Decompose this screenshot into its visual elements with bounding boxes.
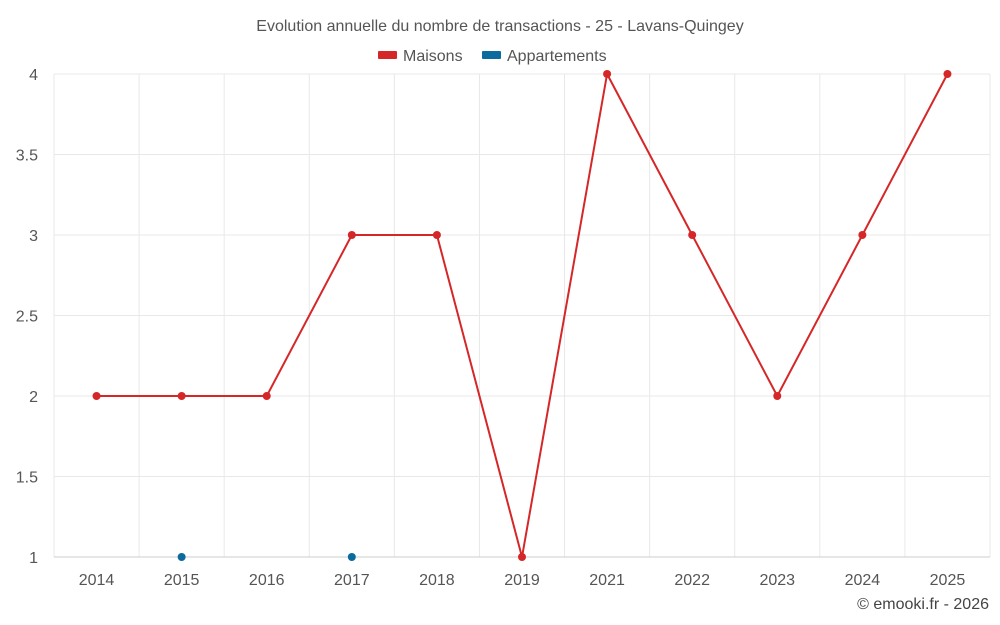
series-maisons xyxy=(92,70,952,561)
data-point[interactable] xyxy=(92,392,101,400)
x-tick-label: 2014 xyxy=(79,572,115,589)
x-tick-label: 2021 xyxy=(589,572,625,589)
legend-label-maisons: Maisons xyxy=(403,48,463,65)
x-tick-label: 2015 xyxy=(164,572,200,589)
data-point[interactable] xyxy=(603,70,612,78)
data-point[interactable] xyxy=(688,231,697,239)
data-point[interactable] xyxy=(858,231,867,239)
x-tick-label: 2025 xyxy=(930,572,966,589)
x-tick-label: 2017 xyxy=(334,572,370,589)
y-tick-label: 1 xyxy=(29,550,38,567)
data-point[interactable] xyxy=(347,231,356,239)
chart-title: Evolution annuelle du nombre de transact… xyxy=(256,18,743,35)
legend-item-maisons[interactable]: Maisons xyxy=(378,48,463,65)
data-point[interactable] xyxy=(518,553,526,561)
y-tick-label: 2 xyxy=(29,389,38,406)
series-appartements xyxy=(177,553,356,561)
data-point[interactable] xyxy=(773,392,782,400)
y-tick-label: 3.5 xyxy=(16,148,38,165)
x-tick-label: 2023 xyxy=(759,572,795,589)
x-tick-label: 2024 xyxy=(845,572,881,589)
x-tick-label: 2019 xyxy=(504,572,540,589)
grid xyxy=(53,73,991,558)
x-tick-label: 2022 xyxy=(674,572,710,589)
data-point[interactable] xyxy=(432,231,441,239)
y-tick-label: 4 xyxy=(29,67,38,84)
legend-swatch-appartements xyxy=(482,51,501,59)
series xyxy=(92,70,952,561)
data-point[interactable] xyxy=(943,70,952,78)
axes: 1 1.5 2 2.5 3 3.5 4 2014 2015 2016 2017 2018 2019 202… xyxy=(16,67,990,589)
legend-swatch-maisons xyxy=(378,51,397,59)
data-point[interactable] xyxy=(262,392,271,400)
x-tick-label: 2016 xyxy=(249,572,285,589)
legend-label-appartements: Appartements xyxy=(507,48,607,65)
data-point[interactable] xyxy=(177,553,186,561)
y-tick-label: 3 xyxy=(29,228,38,245)
data-point[interactable] xyxy=(177,392,186,400)
y-tick-label: 2.5 xyxy=(16,309,38,326)
legend-item-appartements[interactable]: Appartements xyxy=(482,48,607,65)
x-tick-label: 2018 xyxy=(419,572,455,589)
data-point[interactable] xyxy=(347,553,356,561)
legend: Maisons Appartements xyxy=(378,48,607,65)
credit-text: © emooki.fr - 2026 xyxy=(857,596,989,613)
y-tick-label: 1.5 xyxy=(16,470,38,487)
